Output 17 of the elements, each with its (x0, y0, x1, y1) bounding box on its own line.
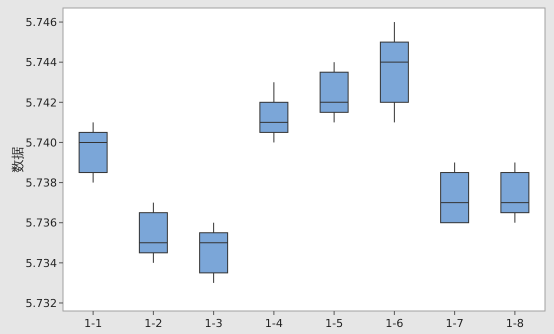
x-tick-label: 1-6 (385, 317, 404, 330)
x-tick-label: 1-2 (144, 317, 162, 330)
y-axis-title: 数据 (11, 146, 26, 172)
x-tick-label: 1-7 (446, 317, 464, 330)
y-tick-label: 5.734 (26, 256, 57, 270)
y-tick-label: 5.744 (26, 56, 57, 70)
y-tick-label: 5.732 (26, 296, 57, 310)
y-tick-label: 5.746 (26, 16, 57, 30)
y-tick-label: 5.738 (26, 176, 57, 190)
x-tick-label: 1-1 (84, 317, 102, 330)
y-tick-label: 5.742 (26, 96, 57, 110)
x-tick-label: 1-8 (506, 317, 524, 330)
x-tick-label: 1-4 (264, 317, 283, 330)
x-tick-label: 1-5 (325, 317, 344, 330)
y-tick-label: 5.736 (26, 216, 57, 230)
y-tick-label: 5.740 (26, 136, 57, 150)
x-tick-label: 1-3 (204, 317, 223, 330)
